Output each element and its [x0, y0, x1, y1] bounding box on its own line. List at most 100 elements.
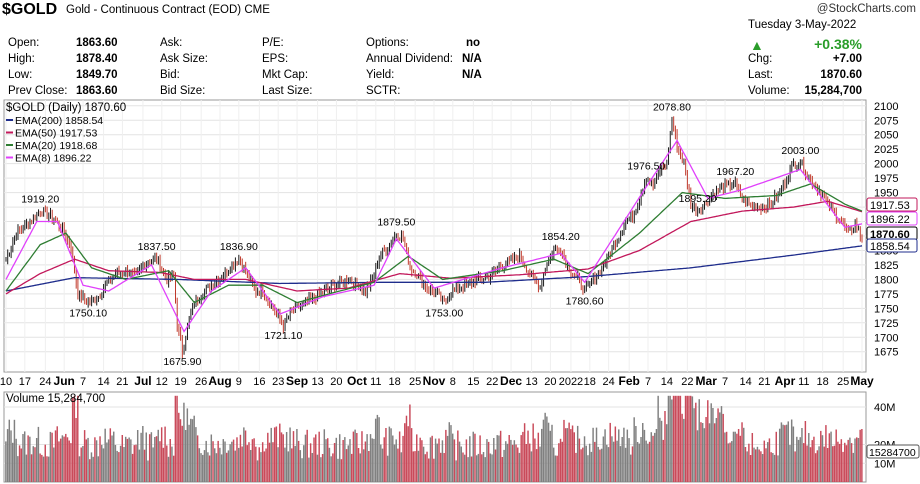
x-tick-label: 16	[253, 376, 265, 388]
legend-entry: EMA(200) 1858.54	[15, 115, 103, 127]
volume-bar	[270, 427, 272, 482]
volume-bar	[852, 452, 855, 482]
volume-bar	[227, 450, 230, 482]
volume-bar	[491, 454, 493, 482]
volume-bar	[128, 437, 130, 482]
volume-bar	[193, 415, 195, 482]
volume-bar	[814, 453, 817, 482]
legend-entry: EMA(8) 1896.22	[15, 153, 92, 165]
volume-bar	[321, 454, 324, 482]
volume-bar	[333, 443, 336, 482]
ask-size-label: Ask Size:	[160, 53, 208, 65]
x-tick-label: 14	[661, 376, 673, 388]
volume-bar	[18, 445, 21, 482]
volume-bar	[689, 395, 692, 483]
volume-bar	[556, 455, 558, 482]
volume-bar	[318, 431, 320, 482]
volume-bar	[356, 433, 358, 482]
x-tick-label: 25	[837, 376, 849, 388]
volume-bar	[225, 452, 228, 482]
volume-bar	[693, 408, 695, 482]
x-tick-label: 19	[174, 376, 186, 388]
volume-bar	[655, 429, 658, 482]
y-tick-label: 1700	[874, 332, 898, 344]
ema50-line	[5, 200, 863, 295]
volume-bar	[190, 418, 192, 482]
volume-bar	[196, 435, 199, 482]
volume-bar	[56, 426, 58, 482]
volume-bar	[433, 458, 435, 482]
volume-bar	[713, 423, 716, 482]
volume-bar	[229, 444, 231, 482]
volume-bar	[359, 453, 361, 482]
copyright[interactable]: @StockCharts.com	[816, 3, 916, 15]
volume-bar	[518, 452, 521, 482]
volume-bar	[695, 402, 697, 482]
volume-bar	[472, 431, 474, 482]
volume-bar	[392, 435, 394, 482]
volume-bar	[176, 395, 178, 483]
volume-bar	[564, 428, 567, 482]
volume-bar	[25, 454, 28, 482]
volume-bar	[246, 445, 248, 482]
volume-bar	[465, 439, 468, 482]
volume-bar	[826, 448, 829, 482]
volume-bar	[10, 430, 12, 482]
volume-bar	[618, 429, 620, 482]
volume-bar	[850, 443, 853, 482]
volume-bar	[282, 434, 284, 482]
volume-bar	[763, 440, 766, 482]
volume-bar	[703, 428, 706, 482]
volume-bar	[578, 438, 581, 482]
volume-bar	[249, 450, 252, 482]
volume-bar	[267, 432, 269, 482]
volume-bar	[23, 431, 26, 482]
volume-bar	[219, 447, 221, 482]
volume-bar	[404, 423, 406, 482]
volume-bar	[116, 450, 118, 482]
volume-label: Volume:	[748, 85, 790, 97]
dividend-label: Annual Dividend:	[366, 53, 453, 65]
volume-bar	[265, 448, 267, 482]
price-marker-box	[866, 211, 918, 226]
volume-bar	[766, 442, 769, 482]
volume-bar	[126, 438, 129, 482]
exchange-text: CME	[244, 4, 270, 16]
y-tick-label: 1750	[874, 303, 898, 315]
volume-bar	[49, 431, 52, 482]
volume-bar	[530, 451, 533, 482]
volume-bar	[410, 428, 413, 482]
x-tick-label: 9	[236, 376, 242, 388]
x-tick-label: 22	[681, 376, 693, 388]
volume-bar	[575, 452, 577, 482]
volume-bar	[552, 447, 555, 482]
volume-bar	[534, 438, 536, 482]
volume-bars	[5, 395, 863, 483]
volume-bar	[667, 395, 670, 483]
volume-bar	[44, 444, 46, 482]
volume-bar	[315, 434, 317, 482]
last-size-label: Last Size:	[262, 85, 313, 97]
y-tick-label: 1975	[874, 173, 898, 185]
volume-bar	[859, 429, 861, 482]
volume-bar	[809, 447, 812, 482]
volume-bar	[688, 395, 690, 483]
volume-bar	[732, 431, 735, 482]
volume-bar	[251, 439, 254, 482]
y-tick-label: 1800	[874, 274, 898, 286]
volume-bar	[576, 425, 579, 482]
volume-bar	[422, 446, 425, 482]
volume-bar	[559, 438, 562, 482]
volume-bar	[453, 439, 456, 482]
volume-bar	[505, 441, 507, 482]
volume-bar	[398, 431, 401, 482]
volume-bar	[457, 430, 459, 482]
volume-bar	[332, 453, 334, 482]
volume-bar	[722, 413, 724, 482]
volume-bar	[22, 434, 24, 482]
volume-bar	[532, 423, 534, 482]
volume-bar	[539, 446, 541, 482]
volume-bar	[210, 434, 213, 482]
volume-bar	[653, 432, 656, 482]
